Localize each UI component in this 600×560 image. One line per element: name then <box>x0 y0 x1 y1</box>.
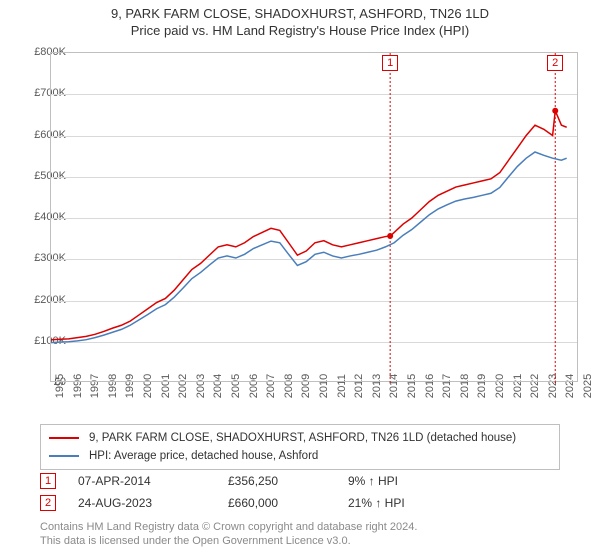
event-dot <box>387 233 393 239</box>
event-date-1: 07-APR-2014 <box>78 474 228 488</box>
event-marker-on-chart: 2 <box>547 55 563 71</box>
chart-title: 9, PARK FARM CLOSE, SHADOXHURST, ASHFORD… <box>0 6 600 21</box>
legend-swatch-hpi <box>49 455 79 457</box>
plot-area: 12 <box>50 52 578 382</box>
chart-container: 9, PARK FARM CLOSE, SHADOXHURST, ASHFORD… <box>0 0 600 560</box>
line-chart-svg <box>51 53 579 383</box>
legend-row-property: 9, PARK FARM CLOSE, SHADOXHURST, ASHFORD… <box>49 429 551 447</box>
title-block: 9, PARK FARM CLOSE, SHADOXHURST, ASHFORD… <box>0 0 600 38</box>
legend: 9, PARK FARM CLOSE, SHADOXHURST, ASHFORD… <box>40 424 560 470</box>
event-marker-2: 2 <box>40 495 56 511</box>
legend-label-hpi: HPI: Average price, detached house, Ashf… <box>89 450 318 462</box>
xtick-label: 2025 <box>582 374 594 398</box>
event-pct-1: 9% ↑ HPI <box>348 474 488 488</box>
event-row-1: 1 07-APR-2014 £356,250 9% ↑ HPI <box>40 470 560 492</box>
event-pct-2: 21% ↑ HPI <box>348 496 488 510</box>
legend-row-hpi: HPI: Average price, detached house, Ashf… <box>49 447 551 465</box>
legend-swatch-property <box>49 437 79 439</box>
series-line-property <box>51 111 567 340</box>
event-date-2: 24-AUG-2023 <box>78 496 228 510</box>
footnote-line1: Contains HM Land Registry data © Crown c… <box>40 521 417 533</box>
series-line-hpi <box>51 152 567 343</box>
event-marker-1-num: 1 <box>45 475 51 487</box>
footnote: Contains HM Land Registry data © Crown c… <box>40 520 560 549</box>
event-price-1: £356,250 <box>228 474 348 488</box>
event-price-2: £660,000 <box>228 496 348 510</box>
footnote-line2: This data is licensed under the Open Gov… <box>40 535 351 547</box>
events-table: 1 07-APR-2014 £356,250 9% ↑ HPI 2 24-AUG… <box>40 470 560 514</box>
chart-subtitle: Price paid vs. HM Land Registry's House … <box>0 23 600 38</box>
legend-label-property: 9, PARK FARM CLOSE, SHADOXHURST, ASHFORD… <box>89 432 516 444</box>
event-marker-on-chart: 1 <box>382 55 398 71</box>
event-marker-2-num: 2 <box>45 497 51 509</box>
event-marker-1: 1 <box>40 473 56 489</box>
event-row-2: 2 24-AUG-2023 £660,000 21% ↑ HPI <box>40 492 560 514</box>
event-dot <box>552 108 558 114</box>
